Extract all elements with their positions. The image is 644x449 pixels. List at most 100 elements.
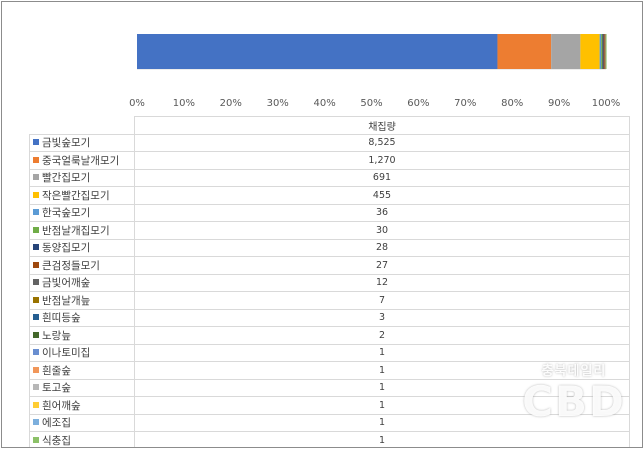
table-row: 반점날개집모기 30	[29, 221, 630, 240]
legend-label: 식충집	[42, 434, 71, 447]
legend-label: 중국얼룩날개모기	[42, 154, 120, 167]
legend-cell: 흰줄숲	[29, 361, 135, 380]
legend-cell: 동양집모기	[29, 238, 135, 257]
legend-cell: 흰어깨숲	[29, 396, 135, 415]
legend-label: 토고숲	[42, 382, 71, 395]
bar-segment	[551, 34, 581, 69]
x-tick-label: 50%	[360, 98, 382, 109]
bar-segment	[497, 34, 552, 69]
legend-label: 이나토미집	[42, 347, 91, 360]
x-tick-label: 90%	[548, 98, 570, 109]
table-row: 동양집모기 28	[29, 238, 630, 257]
legend-swatch	[33, 174, 39, 181]
bar-segment	[604, 34, 606, 69]
legend-swatch	[33, 156, 39, 163]
legend-cell: 토고숲	[29, 378, 135, 397]
legend-swatch	[33, 279, 39, 286]
legend-swatch	[33, 244, 39, 251]
legend-label: 반점날개늪	[42, 294, 91, 307]
legend-swatch	[33, 436, 39, 443]
value-cell: 7	[134, 291, 630, 310]
table-row: 토고숲 1	[29, 378, 630, 397]
table-header: 채집량	[134, 116, 630, 135]
bar-segments	[137, 34, 607, 69]
value-cell: 691	[134, 168, 630, 187]
legend-label: 빨간집모기	[42, 172, 91, 185]
legend-cell: 이나토미집	[29, 343, 135, 362]
legend-swatch	[33, 349, 39, 356]
legend-cell: 노랑늪	[29, 326, 135, 345]
value-cell: 28	[134, 238, 630, 257]
x-tick-label: 0%	[129, 98, 145, 109]
value-cell: 2	[134, 326, 630, 345]
bar-segment	[603, 34, 605, 69]
x-axis-ticks: 0% 10% 20% 30% 40% 50% 60% 70% 80% 90% 100%	[129, 98, 620, 109]
legend-cell: 빨간집모기	[29, 168, 135, 187]
table-row: 금빛숲모기 8,525	[29, 133, 630, 152]
legend-label: 금빛숲모기	[42, 137, 91, 150]
legend-swatch	[33, 139, 39, 146]
value-cell: 27	[134, 256, 630, 275]
legend-swatch	[33, 384, 39, 391]
legend-swatch	[33, 191, 39, 198]
legend-swatch	[33, 401, 39, 408]
x-tick-label: 40%	[313, 98, 335, 109]
legend-label: 동양집모기	[42, 242, 91, 255]
x-tick-label: 80%	[501, 98, 523, 109]
x-tick-label: 10%	[173, 98, 195, 109]
table-header-row: 채집량	[29, 116, 630, 135]
value-cell: 455	[134, 186, 630, 205]
legend-cell: 금빛어깨숲	[29, 273, 135, 292]
table-row: 큰검정들모기 27	[29, 256, 630, 275]
watermark-logo: 충북데일리 CBD	[518, 360, 630, 432]
x-tick-label: 70%	[454, 98, 476, 109]
legend-label: 한국숲모기	[42, 207, 91, 220]
legend-label: 흰줄숲	[42, 364, 71, 377]
table-row: 흰띠등숲 3	[29, 308, 630, 327]
legend-label: 반점날개집모기	[42, 224, 110, 237]
table-row: 작은빨간집모기 455	[29, 186, 630, 205]
legend-label: 에조집	[42, 417, 71, 430]
legend-swatch	[33, 331, 39, 338]
table-row: 식충집 1	[29, 431, 630, 447]
table-row: 빨간집모기 691	[29, 168, 630, 187]
watermark-sub: 충북데일리	[541, 364, 607, 379]
table-body: 금빛숲모기 8,525 중국얼룩날개모기 1,270 빨간집모기 691 작은빨간집모기 45…	[29, 133, 630, 447]
legend-cell: 반점날개집모기	[29, 221, 135, 240]
table-row: 중국얼룩날개모기 1,270	[29, 151, 630, 170]
table-row: 한국숲모기 36	[29, 203, 630, 222]
legend-label: 흰어깨숲	[42, 399, 81, 412]
watermark-main: CBD	[522, 377, 626, 426]
value-cell: 1,270	[134, 151, 630, 170]
value-cell: 8,525	[134, 133, 630, 152]
table-row: 이나토미집 1	[29, 343, 630, 362]
x-tick-label: 60%	[407, 98, 429, 109]
legend-swatch	[33, 419, 39, 426]
table-row: 반점날개늪 7	[29, 291, 630, 310]
legend-swatch	[33, 261, 39, 268]
value-cell: 30	[134, 221, 630, 240]
value-cell: 3	[134, 308, 630, 327]
legend-label: 작은빨간집모기	[42, 189, 110, 202]
bar-segment	[602, 34, 604, 69]
table-corner	[29, 116, 135, 135]
legend-label: 금빛어깨숲	[42, 277, 91, 290]
legend-label: 노랑늪	[42, 329, 71, 342]
legend-swatch	[33, 366, 39, 373]
legend-cell: 중국얼룩날개모기	[29, 151, 135, 170]
legend-cell: 큰검정들모기	[29, 256, 135, 275]
bar-segment	[580, 34, 600, 69]
x-tick-label: 30%	[267, 98, 289, 109]
legend-cell: 에조집	[29, 413, 135, 432]
legend-swatch	[33, 226, 39, 233]
legend-cell: 작은빨간집모기	[29, 186, 135, 205]
bar-segment	[137, 34, 498, 69]
table-row: 흰줄숲 1	[29, 361, 630, 380]
x-tick-label: 100%	[592, 98, 621, 109]
data-table: 채집량 금빛숲모기 8,525 중국얼룩날개모기 1,270 빨간집모기 691 작은빨간집…	[29, 116, 630, 447]
stacked-bar-chart: 0% 10% 20% 30% 40% 50% 60% 70% 80% 90% 100%	[129, 34, 620, 109]
bar-segment	[601, 34, 603, 69]
legend-swatch	[33, 296, 39, 303]
x-tick-label: 20%	[220, 98, 242, 109]
